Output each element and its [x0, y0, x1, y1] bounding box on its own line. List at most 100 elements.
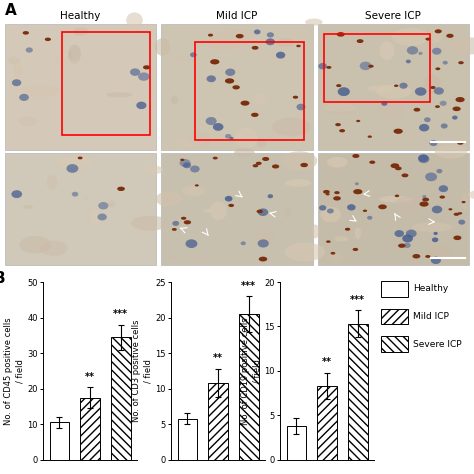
Ellipse shape: [328, 252, 343, 263]
Ellipse shape: [380, 196, 412, 202]
Circle shape: [368, 64, 374, 68]
Circle shape: [337, 32, 345, 36]
Ellipse shape: [418, 154, 428, 162]
Ellipse shape: [452, 116, 457, 119]
Ellipse shape: [203, 209, 212, 213]
Ellipse shape: [318, 63, 327, 69]
Circle shape: [425, 37, 431, 41]
Ellipse shape: [443, 61, 448, 64]
Bar: [161, 153, 313, 265]
Ellipse shape: [68, 51, 73, 59]
Bar: [318, 24, 469, 150]
Circle shape: [208, 34, 213, 36]
Circle shape: [259, 256, 267, 262]
Ellipse shape: [347, 204, 356, 210]
Text: Healthy: Healthy: [413, 284, 448, 293]
Circle shape: [326, 66, 331, 69]
Ellipse shape: [432, 237, 438, 242]
Ellipse shape: [182, 186, 205, 196]
Ellipse shape: [131, 216, 170, 231]
Circle shape: [430, 86, 436, 89]
Circle shape: [353, 189, 363, 194]
Ellipse shape: [272, 118, 310, 137]
Circle shape: [412, 254, 420, 258]
Circle shape: [457, 141, 464, 145]
Ellipse shape: [367, 216, 373, 220]
Ellipse shape: [19, 116, 36, 127]
Ellipse shape: [327, 209, 334, 213]
Circle shape: [345, 228, 350, 231]
Ellipse shape: [284, 243, 325, 261]
Ellipse shape: [66, 164, 78, 173]
Circle shape: [256, 210, 263, 213]
Ellipse shape: [98, 202, 109, 210]
Circle shape: [454, 213, 459, 216]
Ellipse shape: [429, 140, 438, 146]
Ellipse shape: [419, 124, 429, 131]
Ellipse shape: [399, 82, 408, 89]
Ellipse shape: [222, 29, 254, 43]
Bar: [161, 24, 313, 150]
Ellipse shape: [190, 52, 197, 57]
Circle shape: [356, 39, 364, 43]
Ellipse shape: [335, 236, 348, 241]
Circle shape: [393, 128, 403, 134]
Circle shape: [356, 120, 360, 122]
Ellipse shape: [325, 110, 357, 114]
Circle shape: [339, 129, 345, 132]
Bar: [287, 426, 306, 460]
Ellipse shape: [325, 103, 355, 112]
Ellipse shape: [108, 200, 114, 207]
Ellipse shape: [436, 169, 442, 173]
Ellipse shape: [441, 123, 448, 128]
Ellipse shape: [381, 101, 387, 106]
Ellipse shape: [425, 173, 437, 181]
Circle shape: [439, 195, 445, 199]
Circle shape: [353, 248, 358, 251]
Circle shape: [330, 252, 335, 255]
Ellipse shape: [431, 256, 441, 264]
Circle shape: [252, 46, 258, 50]
Ellipse shape: [184, 256, 204, 263]
Circle shape: [391, 164, 399, 168]
Ellipse shape: [258, 239, 269, 247]
Ellipse shape: [126, 12, 143, 28]
Text: Mild ICP: Mild ICP: [216, 11, 258, 21]
Ellipse shape: [98, 213, 107, 220]
Ellipse shape: [235, 128, 258, 148]
Text: ***: ***: [241, 281, 256, 291]
Text: A: A: [5, 3, 17, 18]
Circle shape: [395, 166, 401, 170]
Circle shape: [195, 184, 199, 187]
Ellipse shape: [378, 101, 406, 121]
Ellipse shape: [432, 48, 441, 55]
Circle shape: [272, 164, 279, 169]
Ellipse shape: [109, 202, 115, 207]
Ellipse shape: [225, 69, 235, 76]
Bar: [178, 419, 197, 460]
Ellipse shape: [205, 33, 244, 51]
Bar: [381, 309, 408, 324]
Ellipse shape: [418, 155, 429, 163]
Ellipse shape: [180, 159, 191, 167]
Circle shape: [462, 201, 465, 203]
Ellipse shape: [26, 47, 33, 53]
Ellipse shape: [284, 208, 291, 218]
Ellipse shape: [327, 157, 348, 167]
Circle shape: [369, 161, 375, 164]
Circle shape: [184, 220, 191, 224]
Ellipse shape: [296, 104, 305, 110]
Text: B: B: [0, 271, 5, 286]
Circle shape: [419, 201, 428, 207]
Ellipse shape: [11, 190, 22, 198]
Ellipse shape: [255, 93, 266, 104]
Circle shape: [232, 85, 240, 90]
Ellipse shape: [155, 191, 182, 207]
Circle shape: [394, 84, 398, 87]
Ellipse shape: [282, 151, 317, 171]
Ellipse shape: [462, 193, 467, 210]
Ellipse shape: [360, 62, 371, 70]
Ellipse shape: [8, 57, 20, 64]
Ellipse shape: [258, 209, 268, 216]
Text: Mild ICP: Mild ICP: [413, 312, 449, 321]
